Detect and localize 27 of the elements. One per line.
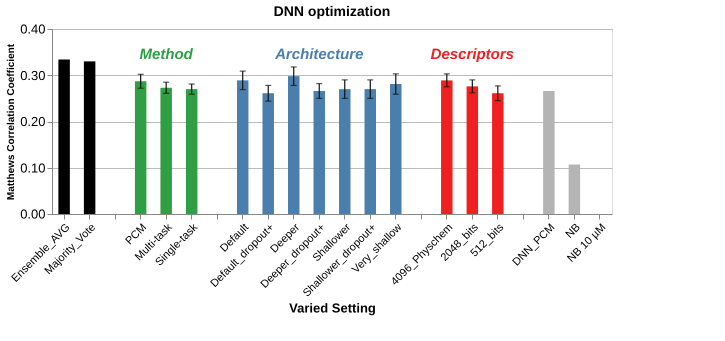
bar bbox=[58, 60, 70, 214]
bar bbox=[134, 81, 146, 214]
bar bbox=[186, 89, 198, 214]
bar bbox=[262, 93, 274, 214]
y-tick-label: 0.30 bbox=[20, 68, 46, 83]
bar bbox=[441, 80, 453, 214]
bar bbox=[288, 76, 300, 214]
bar bbox=[364, 89, 376, 214]
bar bbox=[492, 93, 504, 214]
y-axis-title: Matthews Correlation Coefficient bbox=[6, 43, 18, 200]
bar bbox=[390, 84, 402, 214]
annotation: Descriptors bbox=[430, 46, 514, 63]
bar bbox=[466, 86, 478, 214]
annotation: Method bbox=[140, 46, 194, 63]
bar bbox=[314, 90, 325, 214]
y-tick-label: 0.20 bbox=[20, 114, 46, 129]
annotation: Architecture bbox=[274, 46, 364, 63]
y-tick-label: 0.40 bbox=[20, 22, 46, 36]
bar bbox=[84, 61, 96, 214]
x-tick-label: NB bbox=[564, 222, 583, 241]
y-tick-label: 0.00 bbox=[20, 206, 46, 222]
y-tick-label: 0.10 bbox=[20, 160, 46, 176]
bar bbox=[236, 80, 248, 214]
x-axis-title: Varied Setting bbox=[289, 300, 376, 316]
bar bbox=[339, 89, 350, 214]
bar bbox=[160, 88, 172, 214]
chart-title: DNN optimization bbox=[274, 3, 390, 19]
